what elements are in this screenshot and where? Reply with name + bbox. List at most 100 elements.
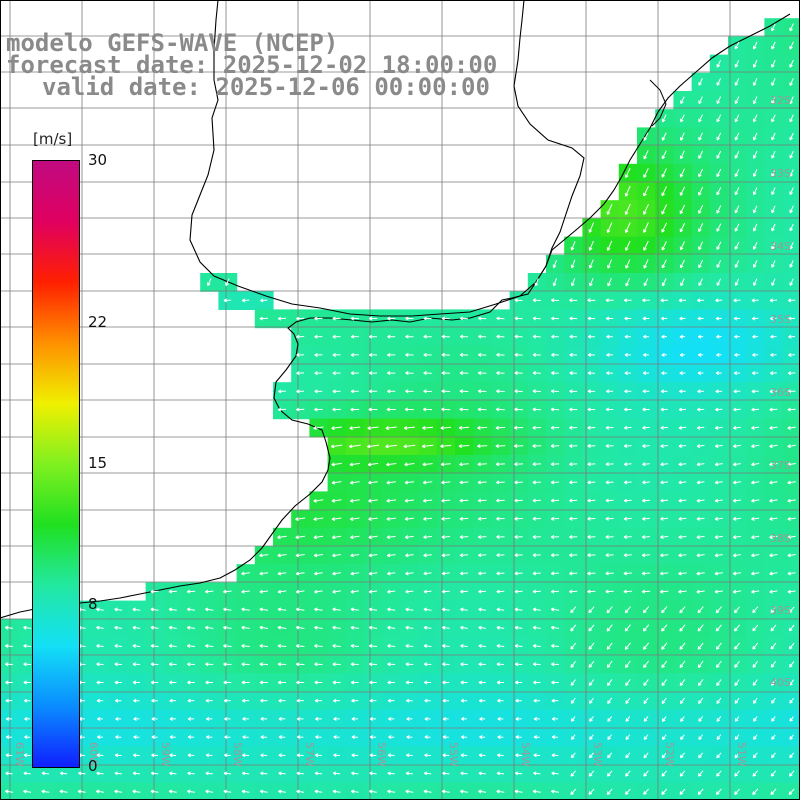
wind-arrow xyxy=(607,278,612,287)
wind-arrow xyxy=(752,624,759,632)
wind-arrow xyxy=(787,498,796,503)
wind-arrow xyxy=(661,241,667,251)
wind-arrow xyxy=(369,698,377,703)
wind-arrow xyxy=(296,316,305,321)
wind-arrow xyxy=(605,589,614,594)
wind-arrow xyxy=(716,278,722,286)
wind-arrow xyxy=(351,698,359,703)
wind-arrow xyxy=(150,789,159,794)
wind-arrow xyxy=(570,679,576,686)
wind-arrow xyxy=(241,571,250,576)
wind-arrow xyxy=(497,735,504,740)
wind-arrow xyxy=(716,352,722,357)
wind-arrow xyxy=(405,644,414,648)
wind-arrow xyxy=(661,186,667,197)
wind-arrow xyxy=(314,352,323,357)
wind-arrow xyxy=(332,352,341,357)
wind-arrow xyxy=(697,334,704,339)
wind-arrow xyxy=(751,425,760,430)
wind-arrow xyxy=(532,789,541,794)
wind-arrow xyxy=(132,625,141,630)
wind-arrow xyxy=(514,771,523,776)
wind-arrow xyxy=(242,753,250,758)
wind-arrow xyxy=(570,241,576,251)
wind-arrow xyxy=(514,425,524,430)
wind-arrow xyxy=(752,752,758,759)
wind-arrow xyxy=(642,480,650,485)
wind-arrow xyxy=(588,660,595,668)
wind-arrow xyxy=(514,498,523,503)
wind-arrow xyxy=(716,114,722,123)
wind-arrow xyxy=(387,316,396,321)
wind-arrow xyxy=(478,662,486,667)
wind-arrow xyxy=(441,498,451,503)
wind-arrow xyxy=(588,259,594,269)
wind-arrow xyxy=(624,334,631,339)
wind-arrow xyxy=(751,462,760,467)
wind-arrow xyxy=(514,553,523,558)
wind-arrow xyxy=(551,789,559,794)
wind-arrow xyxy=(587,498,596,503)
wind-arrow xyxy=(423,662,432,667)
wind-arrow xyxy=(533,753,541,758)
wind-arrow xyxy=(259,625,269,630)
wind-arrow xyxy=(241,662,250,667)
wind-arrow xyxy=(643,278,649,287)
wind-arrow xyxy=(696,462,705,467)
wind-arrow xyxy=(642,462,650,467)
wind-arrow xyxy=(5,698,13,703)
wind-arrow xyxy=(24,716,31,721)
wind-arrow xyxy=(770,352,777,357)
wind-arrow xyxy=(532,498,541,503)
wind-arrow xyxy=(661,606,668,614)
wind-arrow xyxy=(679,186,686,196)
wind-arrow xyxy=(607,716,612,722)
wind-arrow xyxy=(769,407,778,412)
wind-arrow xyxy=(423,371,432,376)
wind-arrow xyxy=(770,606,777,614)
wind-arrow xyxy=(770,316,777,321)
wind-arrow xyxy=(570,278,576,287)
wind-arrow xyxy=(532,589,541,594)
wind-arrow xyxy=(714,480,723,485)
wind-arrow xyxy=(715,788,722,795)
wind-arrow xyxy=(661,132,667,141)
wind-arrow xyxy=(441,407,451,412)
wind-arrow xyxy=(461,716,467,721)
wind-arrow xyxy=(259,607,269,612)
wind-arrow xyxy=(714,553,723,558)
wind-arrow xyxy=(151,716,158,721)
wind-arrow xyxy=(696,407,705,412)
wind-arrow xyxy=(643,132,649,141)
wind-arrow xyxy=(330,444,343,449)
wind-arrow xyxy=(423,571,432,576)
wind-arrow xyxy=(789,223,794,232)
wind-arrow xyxy=(624,425,632,430)
wind-arrow xyxy=(223,589,232,594)
wind-arrow xyxy=(441,516,451,521)
wind-arrow xyxy=(115,716,122,721)
wind-arrow xyxy=(441,389,451,394)
wind-arrow xyxy=(497,716,504,721)
wind-arrow xyxy=(642,606,650,614)
wind-arrow xyxy=(769,516,778,521)
wind-arrow xyxy=(588,788,595,795)
wind-arrow xyxy=(441,571,450,576)
wind-arrow xyxy=(625,277,631,287)
wind-arrow xyxy=(260,298,268,303)
wind-arrow xyxy=(751,480,760,485)
wind-arrow xyxy=(295,589,305,594)
wind-arrow xyxy=(532,516,541,521)
wind-arrow xyxy=(770,334,777,339)
wind-arrow xyxy=(716,150,722,159)
wind-arrow xyxy=(734,642,740,650)
wind-arrow xyxy=(715,624,722,632)
wind-arrow xyxy=(23,644,32,648)
wind-arrow xyxy=(241,607,250,612)
wind-arrow xyxy=(96,753,104,758)
wind-arrow xyxy=(716,132,722,141)
wind-arrow xyxy=(607,697,613,704)
wind-arrow xyxy=(734,260,740,268)
wind-arrow xyxy=(660,462,669,467)
wind-arrow xyxy=(424,680,432,685)
